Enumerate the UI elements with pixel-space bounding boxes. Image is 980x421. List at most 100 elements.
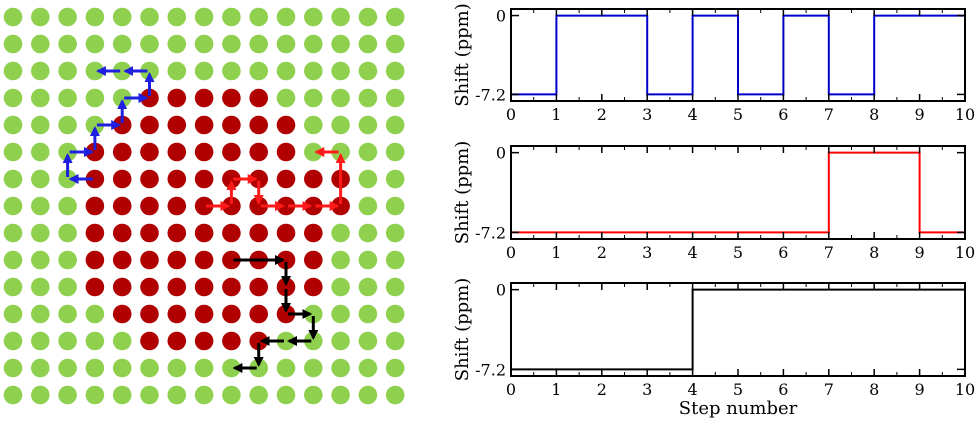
lattice-site-green xyxy=(58,331,77,351)
lattice-site-green xyxy=(304,385,323,405)
lattice-site-green xyxy=(194,7,214,27)
lattice-site-green xyxy=(385,385,405,405)
x-tick-label: 7 xyxy=(824,105,834,124)
x-tick-label: 1 xyxy=(551,105,561,124)
lattice-site-red xyxy=(140,331,159,351)
lattice-site-green xyxy=(222,61,241,81)
lattice-site-green xyxy=(31,88,50,108)
lattice-site-green xyxy=(222,7,241,27)
lattice-site-green xyxy=(331,250,350,270)
x-tick-label: 4 xyxy=(688,105,698,124)
lattice-site-green xyxy=(385,277,405,297)
lattice-site-red xyxy=(112,250,132,270)
lattice-site-green xyxy=(358,7,378,27)
lattice-site-green xyxy=(167,34,187,54)
lattice-site-green xyxy=(112,34,132,54)
lattice-site-green xyxy=(276,61,296,81)
lattice-site-green xyxy=(194,385,214,405)
x-tick-label: 9 xyxy=(915,105,925,124)
lattice-site-red xyxy=(167,115,187,135)
lattice-site-red xyxy=(112,277,132,297)
lattice-site-green xyxy=(276,358,296,378)
random-walk-paths xyxy=(62,66,346,373)
y-axis-label: Shift (ppm) xyxy=(452,278,473,381)
lattice-site-green xyxy=(222,385,241,405)
lattice-site-green xyxy=(58,304,77,324)
lattice-site-green xyxy=(276,34,296,54)
lattice-site-green xyxy=(85,331,105,351)
lattice-site-green xyxy=(249,7,268,27)
lattice-site-green xyxy=(58,61,77,81)
lattice-site-red xyxy=(140,250,159,270)
lattice-site-red xyxy=(249,223,268,243)
lattice-site-red xyxy=(167,331,187,351)
lattice-site-green xyxy=(167,385,187,405)
lattice-site-green xyxy=(358,115,378,135)
lattice-site-green xyxy=(3,358,23,378)
x-tick-label: 5 xyxy=(733,243,743,262)
lattice-site-red xyxy=(167,223,187,243)
x-tick-label: 3 xyxy=(642,380,652,399)
lattice-site-green xyxy=(140,7,159,27)
series-red xyxy=(511,151,965,234)
lattice-site-green xyxy=(31,34,50,54)
lattice-site-green xyxy=(31,304,50,324)
lattice-site-green xyxy=(331,88,350,108)
lattice-site-green xyxy=(358,304,378,324)
lattice-site-green xyxy=(331,7,350,27)
x-tick-label: 5 xyxy=(733,105,743,124)
x-tick-label: 8 xyxy=(869,243,879,262)
series-black xyxy=(511,288,965,371)
x-tick-label: 7 xyxy=(824,243,834,262)
lattice-site-green xyxy=(3,115,23,135)
x-tick-label: 0 xyxy=(506,380,516,399)
lattice-site-green xyxy=(31,115,50,135)
x-tick-label: 2 xyxy=(597,380,607,399)
lattice-site-green xyxy=(140,385,159,405)
walk-red xyxy=(206,147,346,211)
lattice-site-red xyxy=(140,115,159,135)
plot-frame xyxy=(510,282,966,377)
lattice-site-red xyxy=(194,223,214,243)
lattice-site-green xyxy=(31,385,50,405)
x-tick-label: 10 xyxy=(955,380,975,399)
lattice-site-red xyxy=(140,196,159,216)
lattice-site-green xyxy=(31,196,50,216)
lattice-site-green xyxy=(112,358,132,378)
x-tick-label: 1 xyxy=(551,380,561,399)
lattice-site-green xyxy=(358,142,378,162)
lattice-site-green xyxy=(58,88,77,108)
lattice-site-red xyxy=(112,223,132,243)
lattice-site-green xyxy=(167,358,187,378)
lattice-site-green xyxy=(385,223,405,243)
lattice-site-red xyxy=(85,277,105,297)
lattice-site-green xyxy=(58,250,77,270)
lattice-site-red xyxy=(194,277,214,297)
x-tick-label: 9 xyxy=(915,380,925,399)
lattice-site-green xyxy=(3,277,23,297)
lattice-site-red xyxy=(112,304,132,324)
lattice-site-green xyxy=(31,358,50,378)
lattice-site-green xyxy=(358,88,378,108)
lattice-site-green xyxy=(249,385,268,405)
x-tick-label: 0 xyxy=(506,243,516,262)
lattice-site-red xyxy=(167,88,187,108)
plot-frame xyxy=(510,145,966,240)
lattice-site-red xyxy=(194,196,214,216)
lattice-site-green xyxy=(3,7,23,27)
lattice-site-green xyxy=(358,277,378,297)
lattice-site-green xyxy=(385,7,405,27)
lattice-site-red xyxy=(85,196,105,216)
lattice-site-green xyxy=(222,34,241,54)
lattice-site-red xyxy=(222,115,241,135)
x-tick-label: 2 xyxy=(597,243,607,262)
lattice-site-red xyxy=(222,142,241,162)
lattice-site-red xyxy=(276,115,296,135)
lattice-site-green xyxy=(31,277,50,297)
lattice-site-green xyxy=(58,358,77,378)
x-tick-label: 5 xyxy=(733,380,743,399)
lattice-site-green xyxy=(58,115,77,135)
lattice-site-red xyxy=(167,304,187,324)
